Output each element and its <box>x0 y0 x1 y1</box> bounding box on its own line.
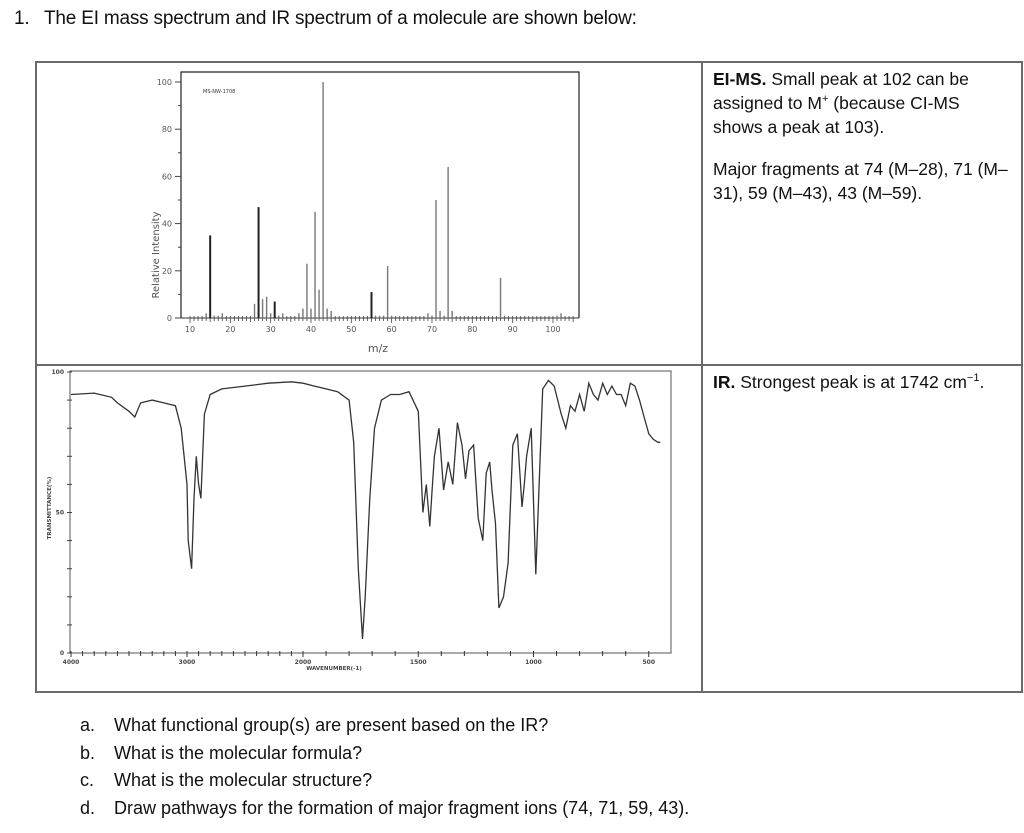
svg-text:4000: 4000 <box>63 659 80 666</box>
sub-questions: a. What functional group(s) are present b… <box>80 712 689 822</box>
svg-text:20: 20 <box>225 325 235 334</box>
ms-chart: 0 20 40 60 80 100 10 20 30 40 50 60 70 80 90 100 MS-NW-… <box>151 71 580 355</box>
svg-text:2000: 2000 <box>295 659 312 666</box>
svg-text:80: 80 <box>162 125 172 134</box>
svg-text:10: 10 <box>185 325 195 334</box>
svg-text:100: 100 <box>545 325 560 334</box>
svg-text:100: 100 <box>51 369 64 376</box>
ms-y-axis-label: Relative Intensity <box>151 211 162 298</box>
ms-plot-cell: 0 20 40 60 80 100 10 20 30 40 50 60 70 80 90 100 MS-NW-… <box>35 61 703 366</box>
svg-text:0: 0 <box>167 314 172 323</box>
svg-text:40: 40 <box>162 220 172 229</box>
question-number: 1. <box>14 8 30 29</box>
svg-text:1500: 1500 <box>410 659 427 666</box>
svg-text:70: 70 <box>427 325 437 334</box>
question-text: The EI mass spectrum and IR spectrum of … <box>44 8 637 29</box>
ir-spectrum-line <box>70 379 661 640</box>
ms-fragments: Major fragments at 74 (M–28), 71 (M–31),… <box>713 159 1008 203</box>
ir-chart: 0 50 100 4000 3000 2000 1500 1000 500 WAVENUMBER… <box>47 369 672 672</box>
ir-notes: IR. Strongest peak is at 1742 cm−1. <box>713 372 985 392</box>
svg-text:50: 50 <box>346 325 356 334</box>
ir-notes-cell: IR. Strongest peak is at 1742 cm−1. <box>701 364 1023 693</box>
svg-text:100: 100 <box>157 78 172 87</box>
svg-text:3000: 3000 <box>179 659 196 666</box>
sub-question-b: b. What is the molecular formula? <box>80 742 363 763</box>
ms-notes: EI-MS. Small peak at 102 can be assigned… <box>713 69 969 137</box>
sub-question-d: d. Draw pathways for the formation of maj… <box>80 797 690 818</box>
ir-plot-cell: 0 50 100 4000 3000 2000 1500 1000 500 WAVENUMBER… <box>35 364 703 693</box>
svg-text:80: 80 <box>467 325 477 334</box>
ir-x-axis-label: WAVENUMBER(-1) <box>306 666 362 672</box>
ms-notes-cell: EI-MS. Small peak at 102 can be assigned… <box>701 61 1023 366</box>
spectra-table: 0 20 40 60 80 100 10 20 30 40 50 60 70 80 90 100 MS-NW-… <box>35 61 1023 693</box>
ms-bars <box>205 82 562 318</box>
ms-x-axis-label: m/z <box>368 342 388 355</box>
svg-text:60: 60 <box>162 172 172 181</box>
ir-axes: 0 50 100 4000 3000 2000 1500 1000 500 <box>51 369 672 666</box>
sub-question-c: c. What is the molecular structure? <box>80 770 373 790</box>
svg-text:500: 500 <box>642 659 655 666</box>
ir-y-axis-label: TRANSMITTANCE(%) <box>47 476 53 539</box>
ir-notes-title: IR. <box>713 372 736 392</box>
svg-text:60: 60 <box>387 325 397 334</box>
svg-text:50: 50 <box>56 510 64 517</box>
sub-question-a: a. What functional group(s) are present b… <box>80 715 549 735</box>
svg-text:30: 30 <box>266 325 276 334</box>
ms-notes-title: EI-MS. <box>713 69 767 89</box>
ms-axes: 0 20 40 60 80 100 10 20 30 40 50 60 70 80 90 100 <box>157 71 580 334</box>
svg-text:90: 90 <box>508 325 518 334</box>
question-title: 1. The EI mass spectrum and IR spectrum o… <box>14 8 637 30</box>
svg-text:20: 20 <box>162 267 172 276</box>
svg-text:0: 0 <box>60 650 64 657</box>
svg-text:40: 40 <box>306 325 316 334</box>
svg-text:1000: 1000 <box>525 659 542 666</box>
ms-chart-title: MS-NW-1708 <box>203 89 235 95</box>
